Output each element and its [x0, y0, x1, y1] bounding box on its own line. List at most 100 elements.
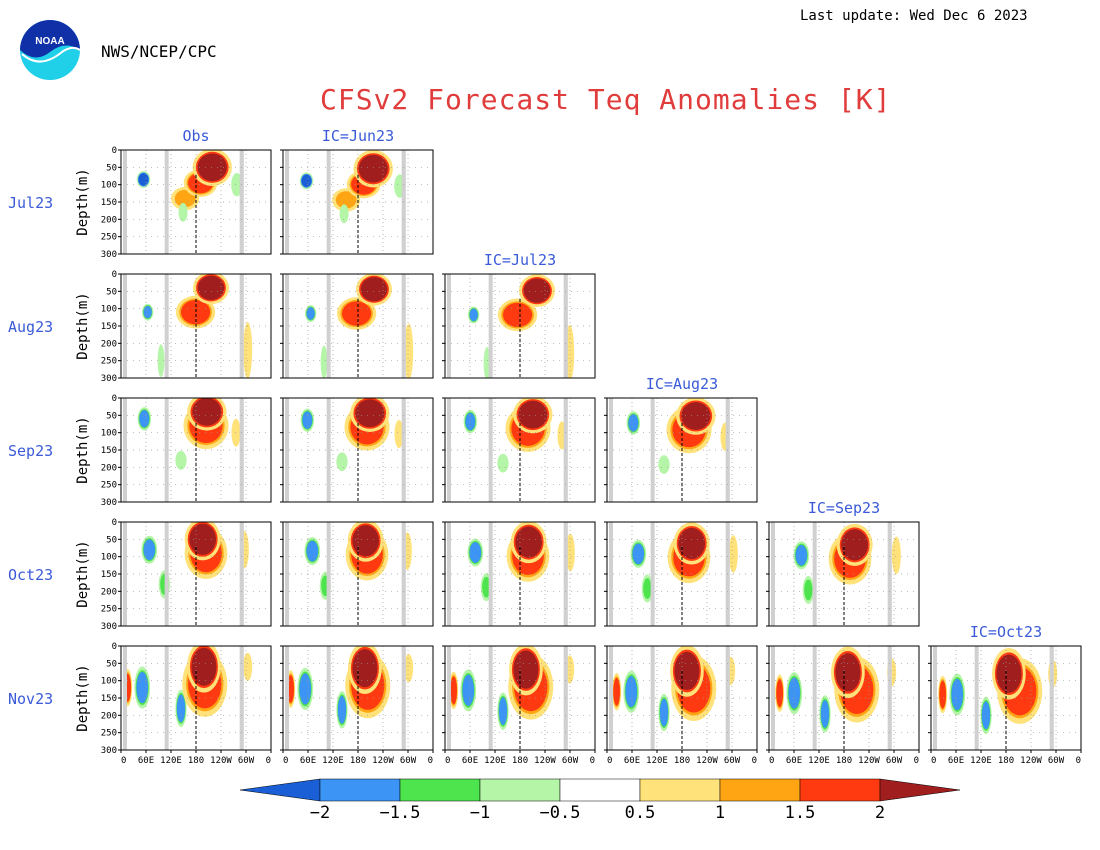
anomaly-blob [174, 189, 196, 208]
y-tick-label: 300 [101, 374, 117, 384]
anomaly-blob [197, 275, 225, 300]
land-mask [326, 398, 331, 502]
land-mask [488, 522, 493, 626]
y-tick-label: 250 [101, 233, 117, 243]
anomaly-blob [462, 674, 475, 706]
y-tick-label: 150 [101, 322, 117, 332]
anomaly-blob [136, 672, 149, 704]
colorbar: −2 −1.5 −1 −0.5 0.5 1 1.5 2 [239, 778, 961, 823]
y-tick-label: 150 [101, 570, 117, 580]
y-tick-label: 300 [101, 250, 117, 260]
anomaly-blob [498, 456, 508, 471]
panel-r3-c3 [442, 397, 596, 503]
colorbar-segment [399, 778, 481, 802]
x-tick-label: 0 [283, 756, 288, 766]
y-tick-label: 200 [101, 587, 117, 597]
x-tick-label: 120E [484, 756, 506, 766]
svg-text:NOAA: NOAA [35, 36, 64, 47]
panel-r4-c2 [280, 521, 434, 627]
land-mask [285, 522, 289, 626]
anomaly-blob [469, 542, 482, 563]
land-mask [488, 398, 493, 502]
colorbar-segment [559, 778, 641, 802]
colorbar-arrow-left [239, 778, 321, 802]
y-tick-label: 200 [101, 339, 117, 349]
anomaly-blob [337, 695, 347, 724]
panel-r1-c1: 0 50 100 150 200 250 300 [101, 146, 272, 260]
y-tick-label: 200 [101, 463, 117, 473]
anomaly-blob [939, 680, 947, 709]
anomaly-blob [776, 679, 784, 708]
x-tick-label: 120W [858, 756, 880, 766]
anomaly-blob [820, 700, 830, 728]
anomaly-blob [342, 301, 372, 326]
x-tick-label: 0 [931, 756, 936, 766]
y-tick-label: 150 [101, 198, 117, 208]
y-tick-label: 50 [106, 659, 117, 669]
panel-r5-c3: 0 60E 120E 180 120W 60W 0 [442, 645, 596, 766]
y-tick-label: 300 [101, 622, 117, 632]
x-tick-label: 60W [238, 756, 255, 766]
land-mask [123, 150, 127, 254]
anomaly-blob [355, 399, 385, 428]
land-mask [650, 398, 655, 502]
anomaly-blob [176, 694, 186, 723]
anomaly-blob [681, 402, 711, 430]
y-tick-label: 200 [101, 215, 117, 225]
anomaly-blob [321, 349, 327, 375]
y-axis-label: Depth(m) [75, 416, 91, 483]
y-tick-label: 100 [101, 181, 117, 191]
anomaly-blob [515, 526, 543, 558]
y-tick-label: 150 [101, 694, 117, 704]
y-tick-label: 300 [101, 746, 117, 756]
y-tick-label: 0 [112, 518, 117, 528]
anomaly-blob [469, 308, 478, 322]
y-tick-label: 50 [106, 287, 117, 297]
y-tick-label: 250 [101, 605, 117, 615]
x-tick-label: 0 [752, 756, 757, 766]
anomaly-blob [352, 649, 378, 688]
y-tick-label: 0 [112, 146, 117, 156]
x-tick-label: 60E [462, 756, 478, 766]
panel-r5-c4: 0 60E 120E 180 120W 60W 0 [604, 645, 758, 766]
y-tick-label: 100 [101, 429, 117, 439]
anomaly-blob [893, 541, 900, 570]
land-mask [326, 522, 331, 626]
anomaly-blob [730, 540, 737, 568]
x-tick-label: 60E [624, 756, 640, 766]
land-mask [164, 398, 169, 502]
x-tick-label: 180 [512, 756, 528, 766]
colorbar-segment [799, 778, 881, 802]
anomaly-blob [482, 576, 491, 598]
agency-label: NWS/NCEP/CPC [101, 42, 217, 61]
colorbar-label: −1 [470, 803, 490, 823]
anomaly-blob [518, 400, 548, 429]
anomaly-blob [306, 540, 319, 562]
anomaly-blob [405, 330, 412, 373]
anomaly-blob [352, 525, 379, 557]
row-label-month: Sep23 [8, 442, 53, 460]
anomaly-blob [804, 579, 813, 601]
row-label-month: Aug23 [8, 318, 53, 336]
anomaly-blob [244, 656, 252, 678]
x-tick-label: 120E [808, 756, 830, 766]
anomaly-blob [395, 423, 403, 445]
land-mask [771, 646, 775, 750]
panel-r5-c6: 0 60E 120E 180 120W 60W 0 [928, 645, 1082, 766]
anomaly-blob [996, 654, 1022, 693]
anomaly-blob [306, 307, 315, 320]
land-mask [650, 522, 655, 626]
land-mask [285, 646, 289, 750]
x-tick-label: 0 [121, 756, 126, 766]
anomaly-blob [192, 398, 222, 426]
x-tick-label: 60W [724, 756, 741, 766]
anomaly-blob [678, 527, 706, 560]
anomaly-blob [632, 543, 645, 565]
panel-r3-c1: 0 50 100 150 200 250 300 [101, 394, 272, 508]
y-tick-label: 150 [101, 446, 117, 456]
y-tick-label: 0 [112, 642, 117, 652]
anomaly-blob [299, 673, 312, 705]
y-tick-label: 0 [112, 270, 117, 280]
x-tick-label: 0 [266, 756, 271, 766]
x-tick-label: 180 [998, 756, 1014, 766]
